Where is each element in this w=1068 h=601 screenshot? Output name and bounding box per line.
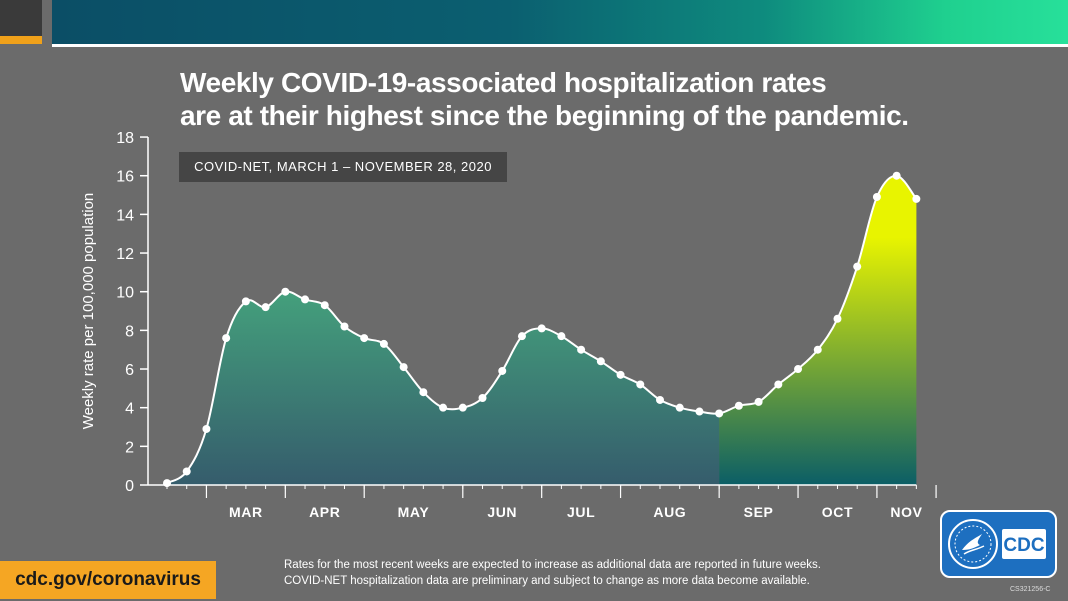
- y-axis-label: Weekly rate per 100,000 population: [80, 193, 97, 430]
- footnote-line2: COVID-NET hospitalization data are preli…: [284, 575, 810, 587]
- x-month-label: JUN: [487, 504, 517, 520]
- data-point: [537, 324, 546, 333]
- x-month-label: NOV: [890, 504, 922, 520]
- area-early-weeks: [167, 291, 720, 485]
- area-fills: [167, 175, 917, 485]
- data-point: [419, 388, 428, 397]
- data-point: [301, 295, 310, 304]
- data-point: [675, 403, 684, 412]
- data-point: [222, 334, 231, 343]
- data-point: [478, 394, 487, 403]
- data-point: [794, 365, 803, 374]
- y-tick-label: 18: [116, 130, 134, 147]
- header-banner: [52, 0, 1068, 44]
- data-point: [163, 479, 171, 488]
- x-month-label: MAR: [229, 504, 263, 520]
- data-point: [892, 171, 901, 180]
- data-point: [695, 407, 704, 416]
- header-rule: [52, 44, 1068, 47]
- x-month-label: JUL: [567, 504, 595, 520]
- data-point: [616, 370, 625, 379]
- data-points: [163, 171, 921, 488]
- data-point: [281, 287, 290, 296]
- data-point: [833, 314, 842, 323]
- data-point: [458, 403, 467, 412]
- document-code: CS321256-C: [1010, 586, 1051, 593]
- hhs-eagle-icon: CDC: [948, 519, 1046, 569]
- y-tick-labels: 0 2 4 6 8 10 12 14 16 18: [116, 130, 134, 495]
- chart-title: Weekly COVID-19-associated hospitalizati…: [180, 66, 940, 132]
- x-month-label: APR: [309, 504, 340, 520]
- data-point: [656, 395, 664, 404]
- data-point: [360, 334, 369, 343]
- corner-accent-stripe: [0, 36, 42, 44]
- data-point: [241, 297, 250, 306]
- data-point: [636, 380, 645, 389]
- data-point: [320, 301, 329, 310]
- data-point: [912, 194, 921, 203]
- y-tick-label: 4: [125, 401, 134, 418]
- data-point: [182, 467, 191, 476]
- data-point: [202, 424, 211, 433]
- data-point: [872, 192, 881, 201]
- y-tick-label: 6: [125, 362, 134, 379]
- data-point: [715, 409, 724, 418]
- data-point: [498, 366, 507, 375]
- data-point: [439, 403, 448, 412]
- footnote-line1: Rates for the most recent weeks are expe…: [284, 559, 821, 571]
- x-month-label: AUG: [653, 504, 686, 520]
- data-point: [340, 322, 349, 331]
- y-tick-label: 8: [125, 323, 134, 340]
- footnote: Rates for the most recent weeks are expe…: [284, 557, 904, 589]
- y-tick-label: 2: [125, 439, 134, 456]
- data-point: [853, 262, 862, 271]
- cdc-logo: CDC: [940, 510, 1057, 578]
- data-point: [577, 345, 586, 354]
- cdc-logo-text: CDC: [1003, 535, 1044, 556]
- y-tick-label: 14: [116, 207, 134, 224]
- chart-title-line1: Weekly COVID-19-associated hospitalizati…: [180, 67, 827, 98]
- data-point: [774, 380, 783, 389]
- data-point: [734, 401, 743, 410]
- data-point: [261, 303, 270, 312]
- x-month-label: SEP: [744, 504, 774, 520]
- y-tick-label: 16: [116, 169, 134, 186]
- data-point: [813, 345, 822, 354]
- data-point: [596, 357, 605, 366]
- data-point: [399, 363, 408, 372]
- y-tick-label: 10: [116, 285, 134, 302]
- axes: [140, 136, 937, 498]
- data-point: [557, 332, 566, 341]
- y-tick-label: 0: [125, 478, 134, 495]
- x-month-label: MAY: [398, 504, 430, 520]
- x-month-labels: MAR APR MAY JUN JUL AUG SEP OCT NOV: [229, 504, 922, 520]
- chart-title-line2: are at their highest since the beginning…: [180, 100, 909, 131]
- data-point: [517, 332, 526, 341]
- chart-subtitle: COVID-NET, MARCH 1 – NOVEMBER 28, 2020: [179, 152, 507, 182]
- footer-url[interactable]: cdc.gov/coronavirus: [0, 561, 216, 599]
- data-point: [379, 339, 388, 348]
- x-month-label: OCT: [822, 504, 853, 520]
- data-point: [754, 397, 763, 406]
- area-recent-weeks: [719, 175, 917, 485]
- y-tick-label: 12: [116, 246, 134, 263]
